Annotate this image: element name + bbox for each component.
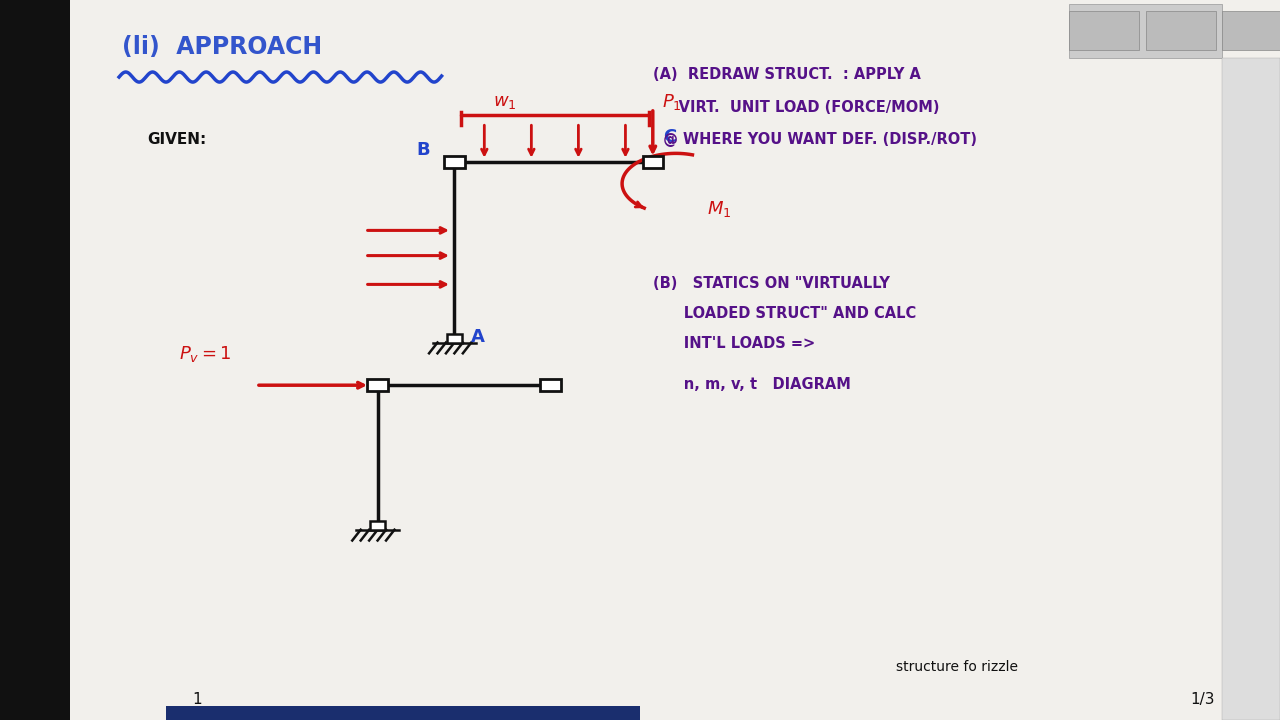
Bar: [540, 379, 561, 391]
Bar: [166, 706, 640, 720]
Bar: [370, 521, 385, 530]
Text: (B)   STATICS ON "VIRTUALLY: (B) STATICS ON "VIRTUALLY: [653, 276, 890, 291]
Text: (A)  REDRAW STRUCT.  : APPLY A: (A) REDRAW STRUCT. : APPLY A: [653, 67, 920, 82]
Text: $M_1$: $M_1$: [707, 199, 731, 219]
Text: @ WHERE YOU WANT DEF. (DISP./ROT): @ WHERE YOU WANT DEF. (DISP./ROT): [653, 132, 977, 147]
Bar: [0, 0, 70, 720]
Text: (li)  APPROACH: (li) APPROACH: [122, 35, 321, 59]
Bar: [643, 156, 663, 168]
Bar: [1069, 11, 1139, 50]
Text: $w_1$: $w_1$: [493, 93, 516, 111]
Text: C: C: [663, 128, 676, 146]
Text: structure fo rizzle: structure fo rizzle: [896, 660, 1018, 674]
Bar: [444, 156, 465, 168]
Text: VIRT.  UNIT LOAD (FORCE/MOM): VIRT. UNIT LOAD (FORCE/MOM): [653, 99, 940, 114]
Text: GIVEN:: GIVEN:: [147, 132, 206, 147]
Bar: [1222, 11, 1280, 50]
Bar: [1222, 58, 1280, 720]
Text: $P_v = 1$: $P_v = 1$: [179, 343, 232, 364]
Text: A: A: [471, 328, 485, 346]
Text: 1/3: 1/3: [1190, 692, 1215, 707]
Text: LOADED STRUCT" AND CALC: LOADED STRUCT" AND CALC: [653, 306, 916, 321]
Text: 1: 1: [192, 692, 202, 707]
Text: INT'L LOADS =>: INT'L LOADS =>: [653, 336, 815, 351]
Text: n, m, v, t   DIAGRAM: n, m, v, t DIAGRAM: [653, 377, 851, 392]
Bar: [367, 379, 388, 391]
Bar: [447, 334, 462, 343]
Bar: [1069, 4, 1222, 58]
Bar: [1146, 11, 1216, 50]
Text: B: B: [416, 141, 430, 159]
Text: $P_1$: $P_1$: [662, 92, 681, 112]
